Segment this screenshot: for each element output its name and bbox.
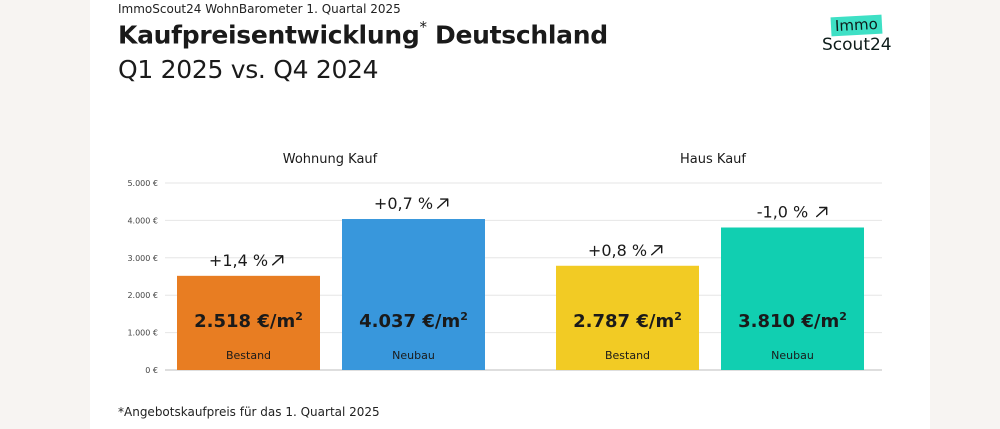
change-label: +0,8 % [588,241,647,260]
bar-value-label: 4.037 €/m2 [359,310,468,332]
bar-category-label: Neubau [771,349,814,362]
y-tick-label: 5.000 € [127,179,158,188]
page-title: Kaufpreisentwicklung* Deutschland [118,18,608,50]
title-rest: Deutschland [426,20,608,50]
kicker-text: ImmoScout24 WohnBarometer 1. Quartal 202… [118,2,401,16]
bar [556,265,699,370]
page-subtitle: Q1 2025 vs. Q4 2024 [118,55,379,84]
trend-arrow-icon [437,198,449,209]
bar-value-label: 3.810 €/m2 [738,310,847,332]
logo-bottom: Scout24 [822,35,892,55]
trend-arrow-icon [272,255,284,266]
bar-category-label: Bestand [605,349,650,362]
y-tick-label: 2.000 € [127,291,158,300]
bar [721,227,864,370]
title-main: Kaufpreisentwicklung [118,20,420,50]
y-tick-label: 4.000 € [127,216,158,225]
y-tick-label: 1.000 € [127,329,158,338]
immoscout24-logo: Immo Scout24 [822,14,892,56]
y-tick-label: 0 € [145,366,158,375]
bar-value-label: 2.787 €/m2 [573,310,682,332]
trend-arrow-icon [651,245,663,256]
bar [342,219,485,370]
change-label: +1,4 % [209,251,268,270]
footnote: *Angebotskaufpreis für das 1. Quartal 20… [118,405,380,419]
bar-value-label: 2.518 €/m2 [194,310,303,332]
trend-arrow-icon [816,206,828,218]
change-label: +0,7 % [374,194,433,213]
bar [177,275,320,370]
change-label: -1,0 % [757,203,809,222]
group-title: Wohnung Kauf [283,152,378,167]
y-tick-label: 3.000 € [127,254,158,263]
group-title: Haus Kauf [680,152,746,167]
bar-category-label: Neubau [392,349,435,362]
title-footnote-mark: * [419,18,427,36]
bar-category-label: Bestand [226,349,271,362]
